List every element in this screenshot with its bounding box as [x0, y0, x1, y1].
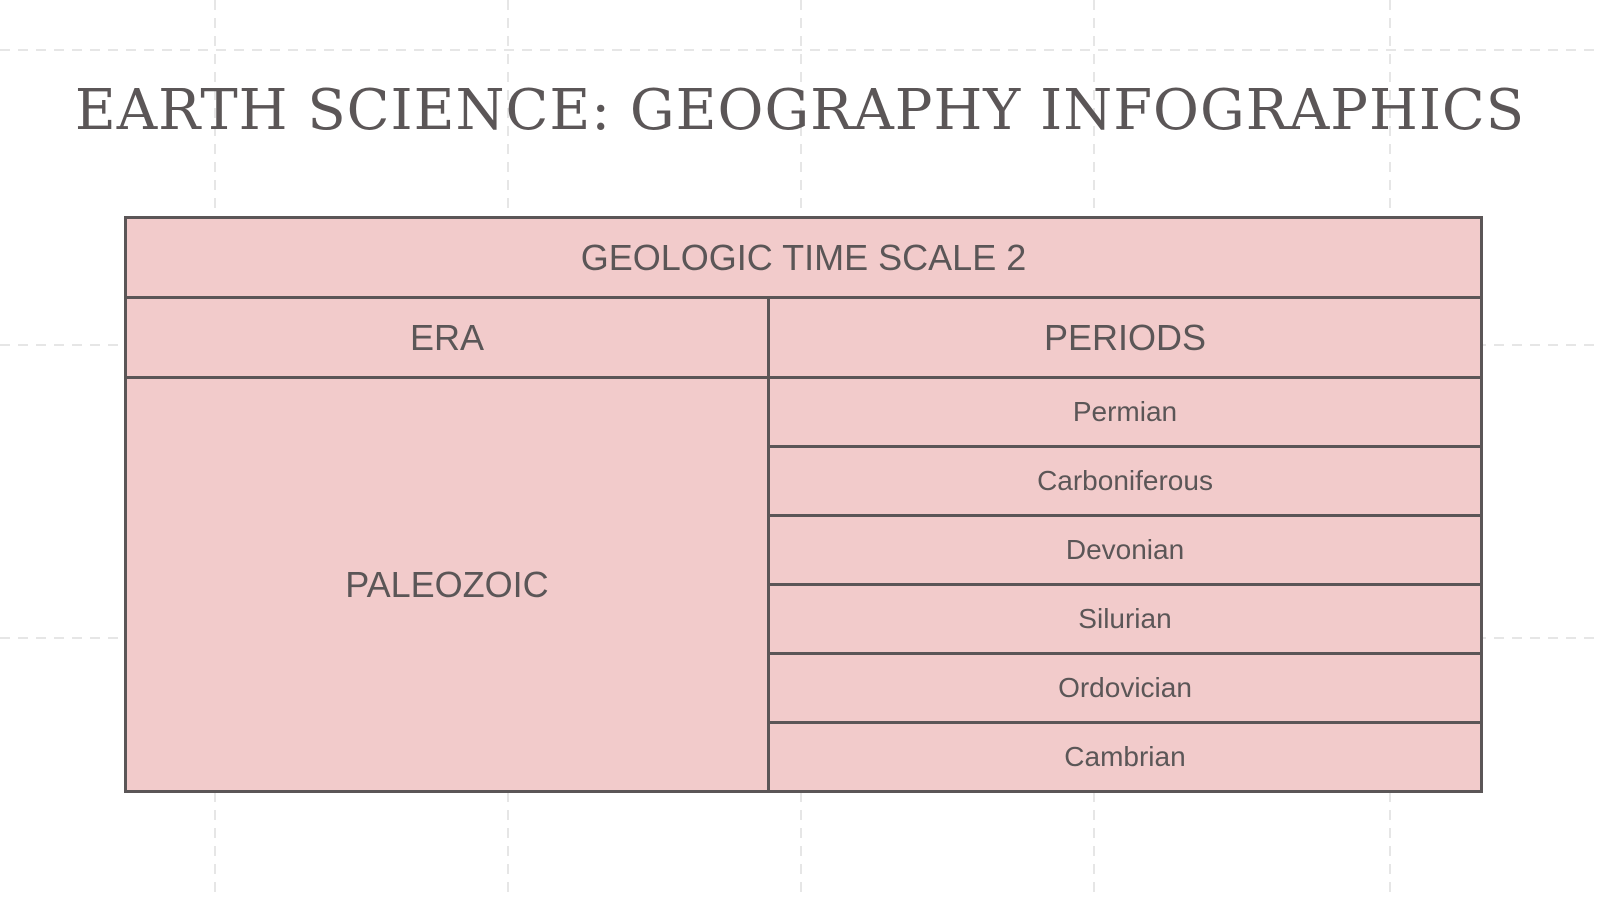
table-row: PALEOZOIC Permian: [124, 376, 1483, 793]
period-cell: Silurian: [767, 583, 1483, 655]
table-row: Carboniferous: [126, 445, 1483, 517]
periods-header: PERIODS: [767, 296, 1483, 379]
slide-title: EARTH SCIENCE: GEOGRAPHY INFOGRAPHICS: [74, 78, 1526, 143]
table-row: Devonian: [126, 514, 1483, 586]
period-cell: Cambrian: [767, 721, 1483, 793]
period-cell: Permian: [767, 376, 1483, 448]
table-row: Cambrian: [126, 721, 1483, 793]
table-row: Silurian: [126, 583, 1483, 655]
period-cell: Devonian: [767, 514, 1483, 586]
table-title: GEOLOGIC TIME SCALE 2: [124, 216, 1483, 299]
period-cell: Ordovician: [767, 652, 1483, 724]
table-row: Ordovician: [126, 652, 1483, 724]
era-header: ERA: [124, 296, 770, 379]
era-cell: PALEOZOIC: [124, 376, 770, 793]
period-cell: Carboniferous: [767, 445, 1483, 517]
geologic-time-table: GEOLOGIC TIME SCALE 2 ERA PERIODS PALEOZ…: [124, 216, 1483, 793]
